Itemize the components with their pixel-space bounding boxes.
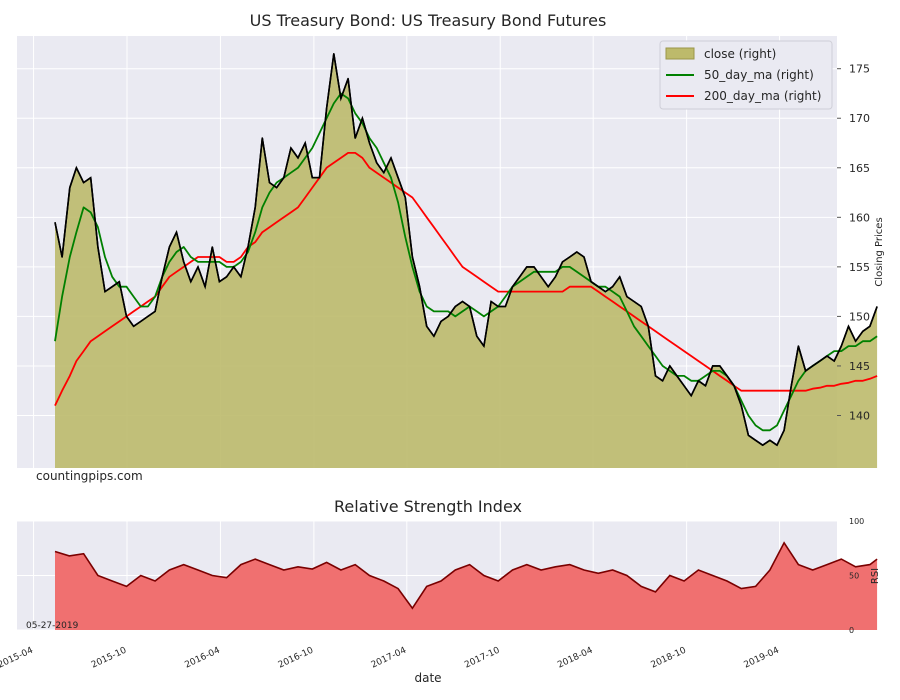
rsi-chart-title: Relative Strength Index — [334, 497, 522, 516]
rsi-y-axis: 0 50 100 — [849, 517, 864, 635]
price-y-axis-label: Closing Prices — [874, 217, 885, 286]
price-tick-label: 175 — [849, 63, 870, 76]
rsi-tick-label: 0 — [849, 626, 854, 635]
legend-box — [659, 40, 833, 110]
legend-label: 50_day_ma (right) — [704, 68, 814, 82]
x-tick-label: 2018-04 — [556, 646, 595, 671]
close-line-top — [54, 53, 878, 447]
rsi-tick-label: 100 — [849, 517, 864, 526]
x-tick-label: 2018-10 — [650, 646, 689, 671]
x-tick-label: 2015-04 — [0, 646, 35, 671]
legend-label: close (right) — [704, 47, 776, 61]
x-tick-label: 2016-04 — [183, 646, 222, 671]
price-tick-label: 140 — [849, 409, 870, 422]
x-axis: 2015-04 2015-10 2016-04 2016-10 2017-04 2017-… — [0, 646, 781, 671]
legend-swatch — [665, 47, 695, 60]
x-tick-label: 2017-10 — [463, 646, 502, 671]
price-chart-title: US Treasury Bond: US Treasury Bond Futur… — [250, 11, 607, 30]
price-series-group — [54, 53, 878, 469]
rsi-y-axis-label: RSI — [870, 568, 881, 584]
x-tick-label: 2015-10 — [90, 646, 129, 671]
legend: close (right) 50_day_ma (right) 200_day_ma… — [659, 40, 833, 110]
price-tick-label: 170 — [849, 112, 870, 125]
watermark-text: countingpips.com — [36, 469, 143, 483]
price-tick-label: 145 — [849, 360, 870, 373]
rsi-series-group — [54, 541, 878, 630]
price-y-axis: 140 145 150 155 160 165 170 175 — [837, 63, 870, 422]
ma50-line — [54, 92, 878, 432]
x-axis-label: date — [414, 671, 441, 685]
legend-label: 200_day_ma (right) — [704, 89, 821, 103]
price-tick-label: 155 — [849, 261, 870, 274]
rsi-area-fill — [55, 542, 878, 630]
price-tick-label: 160 — [849, 211, 870, 224]
rsi-tick-label: 50 — [849, 572, 859, 581]
rsi-line — [54, 541, 878, 610]
x-tick-label: 2017-04 — [370, 646, 409, 671]
price-tick-label: 150 — [849, 310, 870, 323]
x-tick-label: 2016-10 — [277, 646, 316, 671]
ma200-line — [54, 152, 878, 406]
price-tick-label: 165 — [849, 162, 870, 175]
date-annotation: 05-27-2019 — [26, 621, 79, 631]
x-tick-label: 2019-04 — [743, 646, 782, 671]
